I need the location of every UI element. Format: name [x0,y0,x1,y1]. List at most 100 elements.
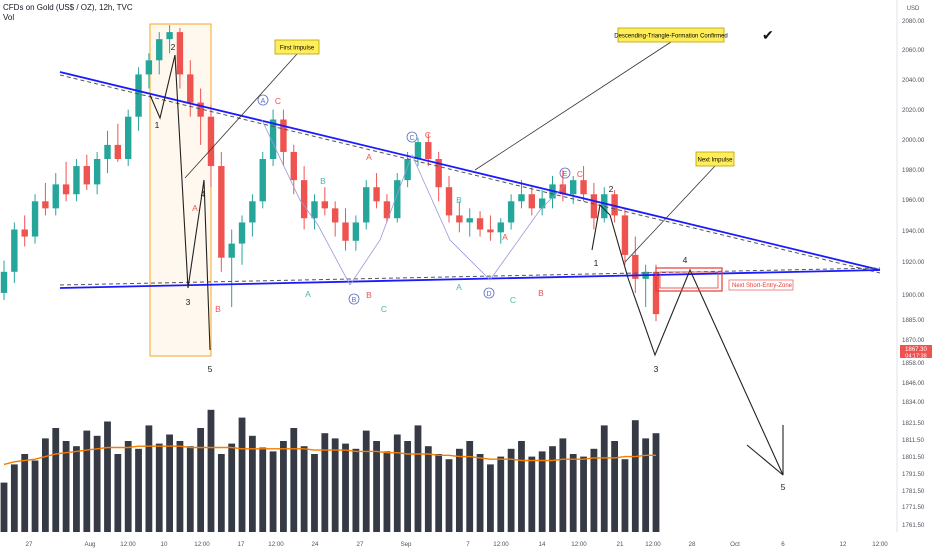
y-tick-label: 1920.00 [902,259,925,266]
wave-label: 1 [155,120,160,130]
wave-label: A [305,289,311,299]
short-entry-zone-inner [659,271,719,289]
callout-first-impulse-text: First Impulse [280,46,315,52]
volume-bar [331,438,339,532]
callout-next-impulse-box [695,151,735,167]
wave-circle [257,94,269,106]
volume-bar [104,421,111,532]
volume-bar [135,448,142,532]
wave-label: 4 [201,189,206,199]
volume-bar [559,438,567,532]
price-tag-price: 1867.30 [905,347,927,353]
wave-label: 2 [171,42,176,52]
volume-bar [93,435,101,532]
y-tick-label: 1811.50 [902,437,924,444]
volume-bar [207,409,215,532]
candle-body [538,198,546,209]
wave-arrow [746,444,784,476]
x-tick-label: 14 [539,541,546,548]
y-tick-label: 1960.00 [902,197,925,204]
candle-body [331,208,339,223]
volume-bar [393,434,401,532]
candle-body [497,222,504,233]
upper-trendline [59,71,881,271]
volume-bar [528,456,536,532]
candle-body [104,144,111,159]
x-tick-label: 12:00 [645,541,661,548]
wave-label: B [456,195,462,205]
volume-bar [611,441,619,532]
y-tick-label: 1885.00 [902,317,925,324]
candle-body [559,184,567,195]
wave-label: 2 [609,184,614,194]
candle-body [528,194,536,209]
x-tick-label: 12 [840,541,847,548]
volume-bar [600,425,608,532]
wave-label: B [215,304,221,314]
volume-bar [414,425,422,532]
volume-bar [83,430,91,532]
candle-body [238,222,246,244]
y-tick-label: 2040.00 [902,77,925,84]
candle-body [187,74,194,103]
y-tick-label: 1771.50 [902,504,925,511]
volume-bar [476,454,484,532]
y-tick-label: 1781.50 [902,488,925,495]
candle-body [456,215,463,223]
candle-body [124,116,132,159]
candle-body [652,271,660,315]
x-tick-label: 27 [357,541,364,548]
candle-body [269,119,277,159]
candle-body [249,201,256,223]
volume-bar [455,448,463,532]
candle-body [73,166,80,195]
volume-bar [290,428,298,532]
x-tick-label: 12:00 [493,541,509,548]
volume-bar [373,441,380,532]
x-tick-label: Aug [84,541,96,548]
volume-bar [114,454,122,532]
candle-body [31,201,39,237]
candle-body [93,159,101,185]
candle-body [83,166,90,185]
wave-path-2 [591,203,784,476]
short-entry-label: Next Short-Entry-Zone [732,283,793,289]
candle-body [342,222,349,241]
x-tick-label: 10 [161,541,168,548]
callout-descending-box [617,27,725,43]
candle-body [570,180,577,195]
callout-descending-text: Descending-Triangle-Formation Confirmed [614,34,728,40]
candle-body [383,201,391,219]
wave-circle [483,287,495,299]
volume-bar [259,447,267,532]
x-tick-label: Sep [400,541,412,548]
candle-body [621,215,629,255]
candle-body [114,144,122,159]
candle-body [218,166,225,258]
volume-bar [300,446,308,532]
wave-path-1 [149,54,211,351]
volume-bar [321,433,329,532]
wave-label: 5 [781,482,786,492]
volume-bar [590,448,598,532]
candle-body [601,194,608,219]
currency-label: USD [907,6,920,12]
y-tick-label: 1834.00 [902,399,925,406]
wave-label: B [320,176,326,186]
candle-body [145,60,153,75]
candle-body [228,243,235,258]
volume-bar [155,443,163,532]
x-tick-label: 12:00 [120,541,136,548]
wave-label: 3 [654,364,659,374]
candle-body [21,229,28,237]
wave-label: C [275,96,281,106]
volume-bar [166,434,173,532]
y-tick-label: 1858.00 [902,360,925,367]
wave-label: C [510,295,516,305]
volume-bar [176,441,184,532]
check-icon: ✔ [762,27,774,43]
volume-bar [487,464,494,532]
volume-bar [228,443,236,532]
volume-bar [352,448,360,532]
